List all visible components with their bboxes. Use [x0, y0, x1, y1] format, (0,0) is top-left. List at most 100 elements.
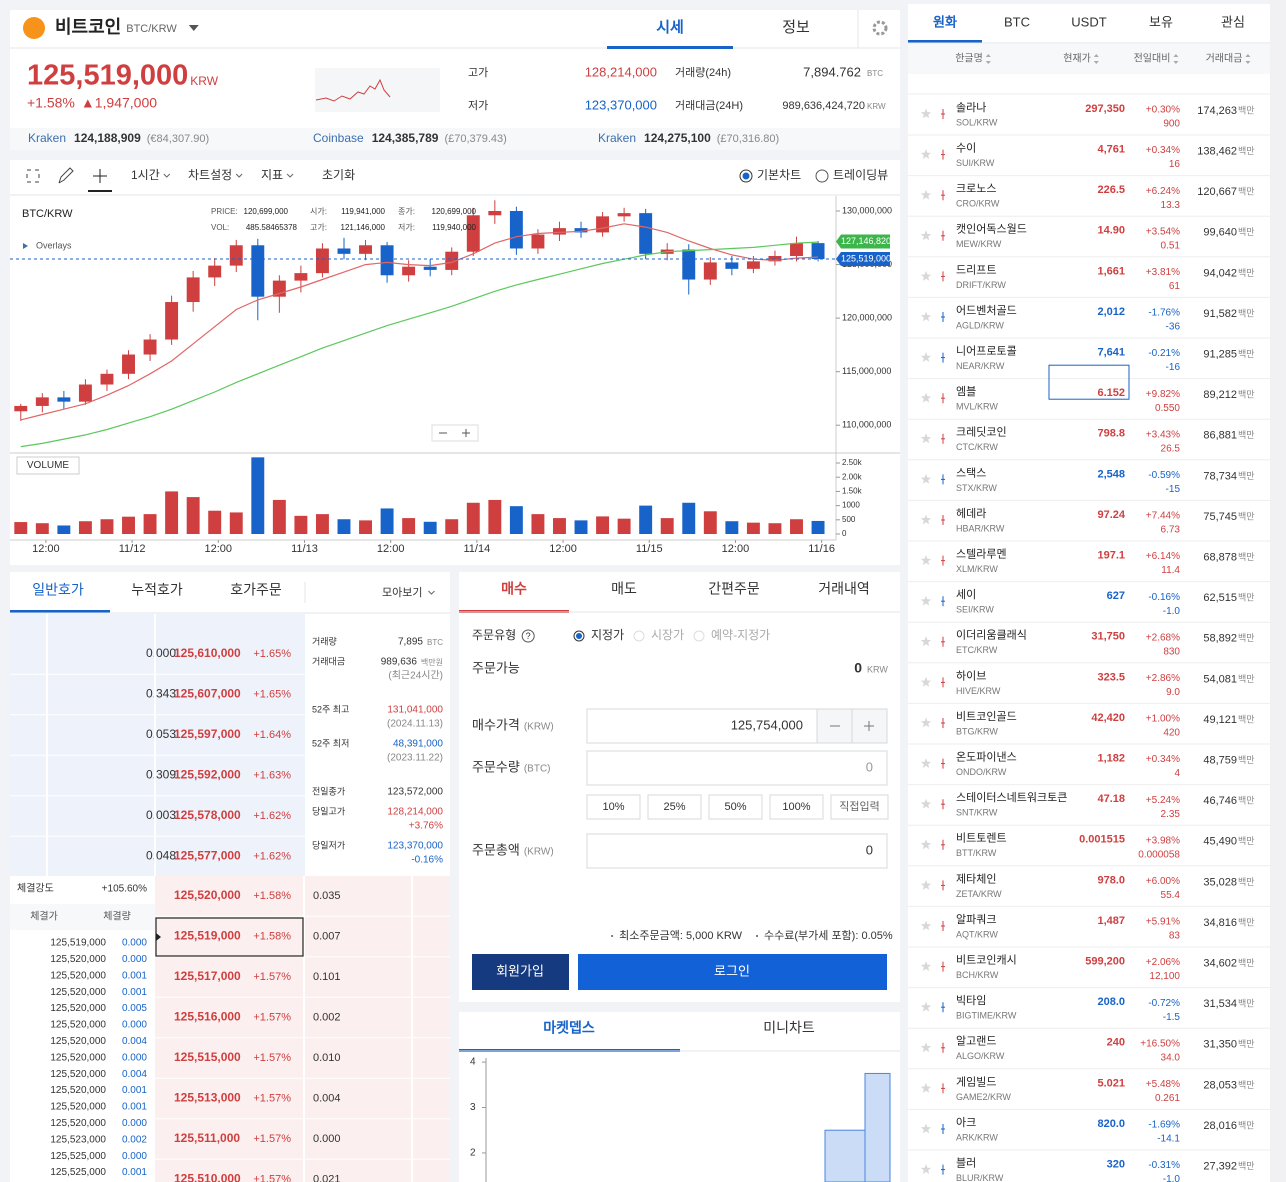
radio[interactable]	[633, 630, 645, 642]
coin-name[interactable]: 아크	[956, 1116, 976, 1129]
coin-name[interactable]: 이더리움클래식	[956, 629, 1027, 642]
order-tab[interactable]: 매수	[501, 581, 527, 597]
favorite-star[interactable]	[920, 636, 932, 647]
coin-name[interactable]: 하이브	[956, 668, 986, 682]
order-tab[interactable]: 거래내역	[818, 581, 870, 597]
favorite-star[interactable]	[920, 555, 932, 565]
signup-button[interactable]	[472, 954, 569, 990]
coin-name[interactable]: 세이	[956, 588, 976, 601]
toolbar-menu[interactable]: 차트설정	[188, 168, 232, 182]
depth-tab[interactable]: 마켓뎁스	[543, 1020, 595, 1036]
radio[interactable]	[693, 630, 705, 642]
favorite-star[interactable]	[920, 1123, 932, 1134]
login-button[interactable]	[578, 954, 887, 990]
header-tab[interactable]: 시세	[656, 19, 684, 36]
order-tab[interactable]: 매도	[611, 581, 637, 597]
pct-label[interactable]: 10%	[602, 801, 624, 813]
coin-name[interactable]: 크레딧코인	[956, 426, 1007, 439]
pct-label[interactable]: 50%	[724, 801, 746, 813]
dropdown-arrow[interactable]	[188, 25, 199, 31]
market-tab[interactable]: 관심	[1221, 14, 1245, 29]
coin-name[interactable]: 비트토렌트	[956, 832, 1007, 845]
coin-name[interactable]: 빅타임	[956, 994, 986, 1007]
market-header[interactable]: 현재가	[1063, 53, 1091, 65]
coin-name[interactable]: 솔라나	[956, 101, 986, 114]
coin-name[interactable]: 수이	[956, 142, 976, 155]
order-tab[interactable]: 간편주문	[708, 581, 760, 597]
coin-name[interactable]: 온도파이낸스	[956, 751, 1017, 764]
favorite-star[interactable]	[920, 1164, 932, 1174]
favorite-star[interactable]	[920, 1082, 932, 1093]
coin-name[interactable]: 알고랜드	[956, 1034, 996, 1048]
depth-tab[interactable]: 미니차트	[763, 1020, 815, 1036]
coin-name[interactable]: 스텔라루멘	[956, 548, 1007, 561]
favorite-star[interactable]	[920, 920, 932, 931]
coin-name[interactable]: 스테이터스네트워크토큰	[956, 791, 1067, 804]
view-option[interactable]: 트레이딩뷰	[833, 168, 888, 182]
favorite-star[interactable]	[920, 108, 932, 119]
settings-icon[interactable]	[872, 20, 888, 36]
pct-button[interactable]	[647, 794, 702, 820]
favorite-star[interactable]	[920, 676, 932, 687]
coin-name[interactable]: 비트코인골드	[956, 710, 1017, 723]
orderbook-tab[interactable]: 일반호가	[32, 582, 84, 598]
market-tab[interactable]: USDT	[1071, 14, 1106, 29]
favorite-star[interactable]	[920, 595, 932, 606]
market-header[interactable]: 한글명	[955, 53, 983, 65]
coin-name[interactable]: 엠블	[956, 385, 976, 398]
favorite-star[interactable]	[920, 717, 932, 728]
pct-button[interactable]	[830, 794, 889, 820]
pct-button[interactable]	[769, 794, 824, 820]
market-tab[interactable]: 원화	[933, 14, 957, 29]
favorite-star[interactable]	[920, 1042, 932, 1053]
pct-button[interactable]	[586, 794, 641, 820]
overlay-toggle[interactable]: Overlays	[36, 240, 72, 250]
orderbook-tab[interactable]: 누적호가	[131, 582, 183, 598]
coin-name[interactable]: 스택스	[956, 466, 986, 479]
favorite-star[interactable]	[920, 798, 932, 809]
group-select[interactable]: 모아보기	[382, 586, 422, 599]
favorite-star[interactable]	[920, 189, 932, 200]
coin-name[interactable]: 알파쿼크	[956, 912, 996, 926]
pct-label[interactable]: 직접입력	[839, 800, 879, 813]
reset-button[interactable]: 초기화	[322, 168, 355, 182]
favorite-star[interactable]	[920, 392, 932, 403]
favorite-star[interactable]	[920, 514, 932, 525]
pct-label[interactable]: 25%	[663, 801, 685, 813]
pct-button[interactable]	[708, 794, 763, 820]
favorite-star[interactable]	[920, 961, 932, 971]
input-box[interactable]	[586, 833, 888, 869]
coin-name[interactable]: 니어프로토콜	[956, 345, 1017, 358]
favorite-star[interactable]	[920, 149, 932, 159]
market-header[interactable]: 거래대금	[1206, 53, 1243, 65]
favorite-star[interactable]	[920, 758, 932, 768]
signup-label[interactable]: 회원가입	[496, 963, 544, 978]
coin-name[interactable]: 게임빌드	[956, 1075, 996, 1088]
favorite-star[interactable]	[920, 311, 932, 322]
order-type[interactable]: 시장가	[651, 628, 684, 642]
coin-name[interactable]: 캣인어독스월드	[956, 223, 1027, 236]
market-tab[interactable]: 보유	[1149, 14, 1173, 29]
favorite-star[interactable]	[920, 473, 932, 484]
order-type[interactable]: 예약-지정가	[711, 627, 770, 642]
favorite-star[interactable]	[920, 879, 932, 890]
input-box[interactable]	[586, 750, 888, 786]
expand-icon[interactable]	[26, 169, 40, 183]
favorite-star[interactable]	[920, 839, 932, 850]
orderbook-tab[interactable]: 호가주문	[230, 582, 282, 598]
view-option[interactable]: 기본차트	[757, 168, 801, 182]
market-header[interactable]: 전일대비	[1134, 53, 1171, 65]
coin-name[interactable]: 크로노스	[956, 182, 996, 195]
market-tab[interactable]: BTC	[1004, 14, 1030, 29]
header-tab[interactable]: 정보	[782, 19, 810, 36]
toolbar-menu[interactable]: 지표	[261, 168, 283, 182]
overlay-arrow[interactable]	[23, 243, 28, 249]
pct-label[interactable]: 100%	[782, 801, 810, 813]
coin-name[interactable]: 어드벤처골드	[956, 304, 1017, 317]
coin-name[interactable]: 블러	[956, 1157, 976, 1170]
favorite-star[interactable]	[920, 352, 932, 362]
favorite-star[interactable]	[920, 230, 932, 241]
login-label[interactable]: 로그인	[714, 963, 750, 978]
coin-name[interactable]: 헤데라	[956, 507, 986, 520]
coin-name[interactable]: 드리프트	[956, 263, 996, 276]
